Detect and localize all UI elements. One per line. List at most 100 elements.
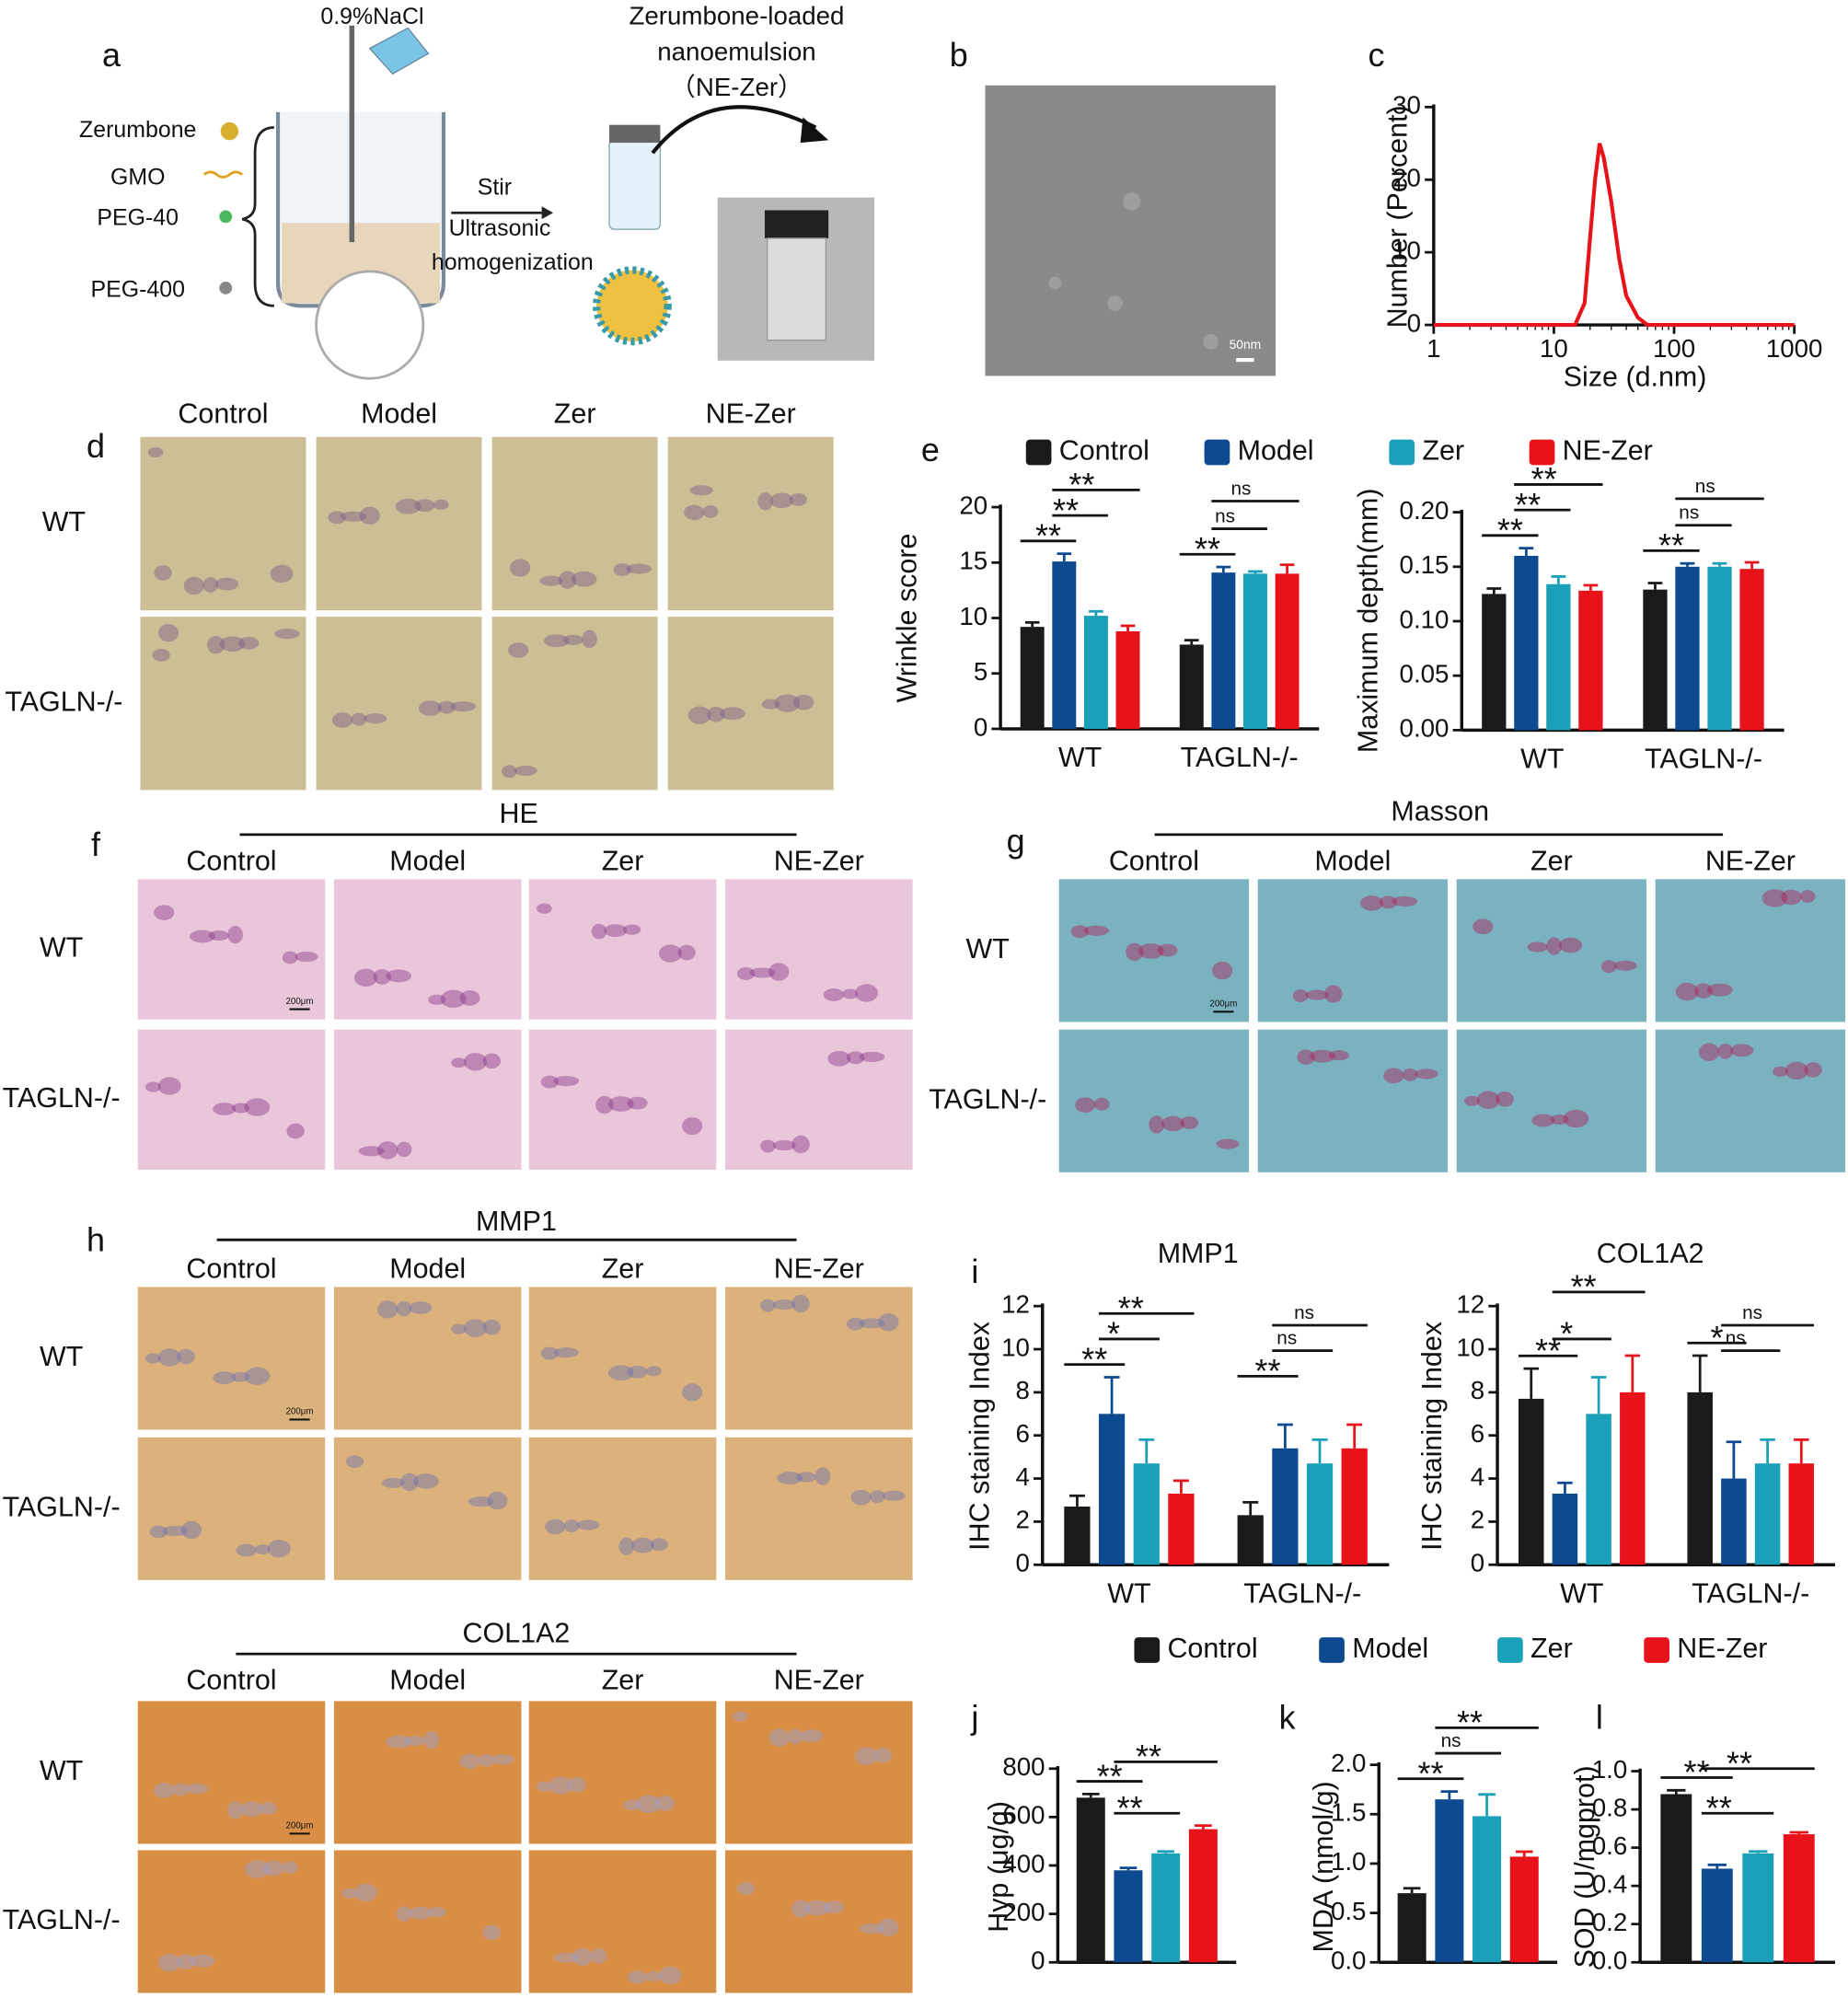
y-tick-label: 5	[974, 657, 988, 686]
photo-cap	[764, 210, 829, 238]
schematic: a 0.9%NaCl	[102, 4, 875, 380]
significance-label: **	[1457, 1703, 1483, 1741]
y-tick-label: 0.0	[1331, 1946, 1366, 1975]
significance-label: ns	[1695, 476, 1715, 497]
texture	[823, 988, 844, 1001]
bar	[1518, 1398, 1544, 1565]
significance-label: **	[1535, 1332, 1561, 1369]
texture	[850, 1489, 872, 1506]
texture	[231, 1103, 250, 1114]
bar	[1397, 1893, 1426, 1963]
y-tick-label: 1.0	[1592, 1755, 1628, 1784]
panel-title: MMP1	[476, 1206, 557, 1237]
texture	[373, 969, 391, 985]
x-tick-label: TAGLN-/-	[1645, 744, 1762, 775]
texture	[757, 492, 773, 511]
texture	[332, 712, 353, 728]
y-tick-label: 0	[1016, 1549, 1030, 1577]
texture	[791, 1294, 810, 1313]
x-tick-label: TAGLN-/-	[1243, 1578, 1361, 1610]
micrograph	[528, 1701, 717, 1844]
bar	[1098, 1414, 1126, 1565]
column-header: NE-Zer	[1705, 845, 1796, 876]
texture	[658, 1966, 682, 1985]
y-tick-label: 0.0	[1592, 1946, 1628, 1975]
significance-label: **	[1571, 1268, 1597, 1306]
texture	[1328, 1050, 1349, 1061]
texture	[1675, 982, 1699, 1001]
texture	[1546, 937, 1562, 955]
texture	[259, 1801, 278, 1815]
texture	[190, 930, 215, 943]
texture	[282, 951, 298, 964]
texture	[789, 492, 808, 506]
texture	[377, 1141, 398, 1160]
legend-swatch	[1644, 1637, 1669, 1663]
x-tick-label: WT	[1107, 1578, 1150, 1610]
column-header: Zer	[602, 845, 644, 876]
texture	[409, 1906, 433, 1920]
y-tick-label: 0.00	[1400, 714, 1450, 743]
texture	[878, 1918, 899, 1937]
tem-panel: b 50nm	[950, 36, 1276, 376]
texture	[341, 511, 366, 522]
texture	[855, 1747, 879, 1766]
texture	[1784, 1061, 1808, 1080]
texture	[1717, 1043, 1734, 1059]
x-tick-label: 1000	[1766, 334, 1823, 363]
x-tick-label: TAGLN-/-	[1181, 742, 1299, 773]
micrograph	[140, 617, 306, 791]
y-tick-label: 20	[1392, 164, 1421, 192]
texture	[510, 559, 531, 577]
bar	[1754, 1463, 1781, 1565]
micrograph	[1058, 1029, 1250, 1172]
texture	[395, 498, 422, 514]
texture	[464, 1053, 487, 1071]
texture	[450, 701, 476, 712]
y-tick-label: 6	[1016, 1419, 1030, 1448]
texture	[295, 951, 318, 963]
y-tick-label: 0.2	[1592, 1908, 1628, 1936]
texture	[626, 563, 652, 574]
scale-bar-label: 200μm	[1209, 999, 1237, 1010]
texture	[1550, 1114, 1569, 1126]
texture	[1297, 1049, 1315, 1065]
y-axis-label: Maximum depth(mm)	[1353, 488, 1384, 753]
micrograph	[333, 1029, 522, 1171]
texture	[627, 1365, 648, 1379]
texture	[508, 642, 529, 658]
texture	[658, 944, 682, 963]
texture	[145, 1081, 161, 1092]
y-tick-label: 0	[1407, 308, 1421, 337]
texture	[396, 1300, 412, 1317]
texture	[682, 1383, 703, 1402]
texture	[618, 1537, 635, 1555]
texture	[1804, 1062, 1822, 1078]
bar	[1237, 1515, 1264, 1565]
row-label: TAGLN-/-	[5, 686, 122, 717]
texture	[576, 1519, 600, 1530]
texture	[158, 624, 179, 642]
texture	[1292, 989, 1309, 1002]
chart-title: MMP1	[1158, 1238, 1239, 1269]
texture	[190, 1954, 215, 1968]
texture	[1305, 989, 1329, 1000]
texture	[358, 1146, 385, 1157]
texture	[1180, 1116, 1199, 1129]
significance-label: ns	[1679, 502, 1699, 524]
bar	[1675, 566, 1700, 731]
texture	[459, 1753, 480, 1770]
bar	[1509, 1856, 1539, 1963]
texture	[823, 1900, 844, 1914]
micrograph	[333, 1850, 522, 1993]
y-tick-label: 1.5	[1331, 1798, 1366, 1827]
column-header: Model	[361, 398, 437, 429]
row-label: WT	[42, 506, 86, 537]
bar	[1115, 630, 1140, 729]
legend-swatch	[1529, 439, 1555, 466]
column-header: Model	[389, 1253, 466, 1284]
y-tick-label: 10	[1456, 1333, 1484, 1361]
texture	[749, 967, 776, 978]
column-header: Model	[1314, 845, 1391, 876]
